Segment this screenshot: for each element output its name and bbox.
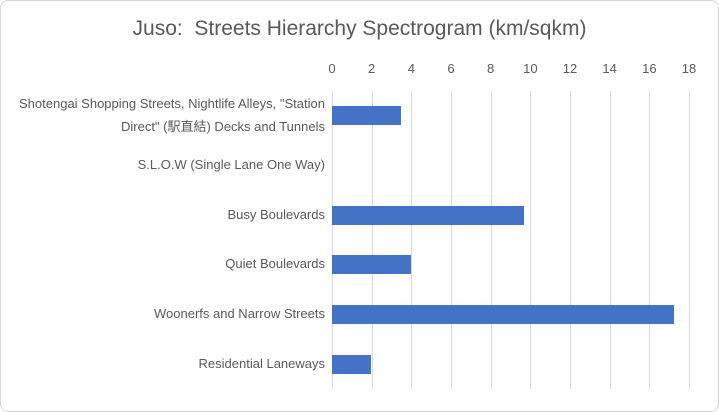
gridline [490,91,492,389]
bar [332,205,525,225]
x-axis-tick-label: 10 [523,61,538,76]
category-label: S.L.O.W (Single Lane One Way) [137,157,325,173]
x-axis-tick-label: 6 [447,61,455,76]
plot-area [332,91,703,389]
gridline [332,91,333,389]
chart-title: Juso: Streets Hierarchy Spectrogram (km/… [132,17,587,40]
gridline [530,91,532,389]
gridline [649,91,651,389]
x-axis-tick-label: 2 [368,61,376,76]
bar [332,305,675,324]
gridline [609,91,611,389]
x-axis-tick-label: 14 [602,61,617,76]
bar [332,255,412,275]
gridline [411,91,413,389]
gridline [451,91,452,389]
x-axis: 0 2 4 6 8 10 12 14 16 18 [1,61,718,79]
x-axis-tick-label: 12 [562,61,578,76]
x-axis-tick-label: 8 [487,61,495,76]
x-axis-tick-label: 0 [328,61,336,76]
x-axis-tick-label: 4 [407,61,415,76]
category-label: Shotengai Shopping Streets, Nightlife Al… [19,96,325,134]
category-label: Quiet Boulevards [225,256,325,272]
x-axis-tick-label: 16 [642,61,657,76]
gridline [689,91,690,389]
category-label: Woonerfs and Narrow Streets [154,306,325,322]
bar [332,354,371,374]
x-axis-tick-label: 18 [681,61,697,76]
bar [332,106,402,126]
category-label: Residential Laneways [198,355,325,371]
category-label: Busy Boulevards [227,206,325,222]
gridline [570,91,571,389]
gridline [371,91,373,389]
